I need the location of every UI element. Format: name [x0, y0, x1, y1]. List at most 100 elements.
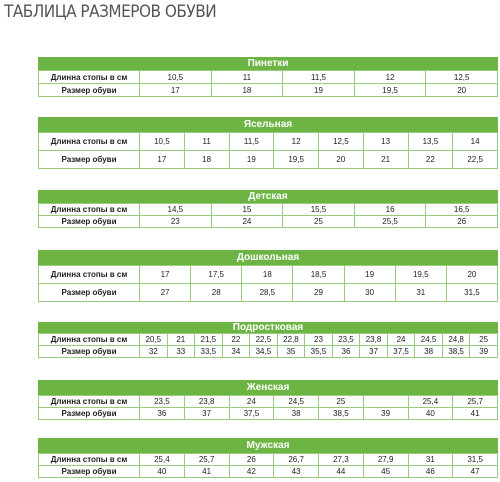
table-row: Длинна стопы в см 17 17,5 18 18,5 19 19,5 20 — [38, 265, 499, 284]
cell: 22 — [221, 333, 251, 346]
page-title: ТАБЛИЦА РАЗМЕРОВ ОБУВИ — [4, 2, 217, 22]
table-row: Размер обуви 27 28 28,5 29 30 31 31,5 — [38, 283, 499, 302]
cell: 36 — [139, 407, 185, 420]
cell: 19,5 — [394, 265, 447, 284]
cell: 17 — [139, 150, 185, 169]
cell: 24 — [210, 215, 284, 228]
cell: 18,5 — [292, 265, 345, 284]
table-header: Дошкольная — [38, 250, 498, 265]
cell: 12,5 — [318, 132, 364, 151]
cell: 22,5 — [452, 150, 498, 169]
table-row: Размер обуви 17 18 19 19,5 20 21 22 22,5 — [38, 150, 498, 169]
cell: 21 — [362, 150, 409, 169]
table-row: Размер обуви 32 33 33,5 34 34,5 35 35,5 36 37 37,5… — [38, 345, 498, 358]
cell: 38 — [414, 345, 443, 358]
cell: 28 — [190, 283, 243, 302]
cell: 46 — [407, 465, 454, 478]
table: Длинна стопы в см 23,5 23,8 24 24,5 25 25,4 25,… — [38, 395, 498, 420]
cell: 24,5 — [273, 395, 319, 408]
table-row: Размер обуви 23 24 25 25,5 26 — [38, 215, 498, 228]
table: Длинна стопы в см 10,5 11 11,5 12 12,5 Размер … — [38, 70, 498, 97]
cell: 24,8 — [441, 333, 471, 346]
cell: 43 — [273, 465, 319, 478]
cell: 36 — [331, 345, 361, 358]
cell: 14,5 — [139, 203, 212, 216]
size-table: Женская Длинна стопы в см 23,5 23,8 24 24,5 25… — [38, 380, 498, 420]
cell: 33,5 — [194, 345, 223, 358]
cell: 22 — [407, 150, 454, 169]
table-header: Подростковая — [38, 322, 498, 333]
cell: 23 — [304, 333, 333, 346]
table-row: Длинна стопы в см 20,5 21 21,5 22 22,5 22,8 23 2… — [38, 333, 498, 346]
cell: 24 — [386, 333, 416, 346]
cell: 11,5 — [228, 132, 275, 151]
cell: 29 — [292, 283, 345, 302]
cell: 19,5 — [273, 150, 319, 169]
table-header: Детская — [38, 190, 498, 203]
table: Длинна стопы в см 20,5 21 21,5 22 22,5 22,8 23 2… — [38, 333, 498, 358]
cell: 22,8 — [276, 333, 306, 346]
cell: 38,5 — [318, 407, 364, 420]
table-header: Мужская — [38, 438, 498, 453]
cell: 26,7 — [273, 453, 319, 466]
row-label: Длинна стопы в см — [38, 132, 140, 151]
table-header: Ясельная — [38, 117, 498, 132]
cell: 11 — [210, 70, 284, 84]
size-table: Дошкольная Длинна стопы в см 17 17,5 18 18,5 1… — [38, 250, 499, 302]
cell: 17 — [138, 265, 192, 284]
cell: 41 — [452, 407, 498, 420]
cell: 25,7 — [183, 453, 230, 466]
cell: 10,5 — [139, 70, 212, 84]
cell: 25 — [282, 215, 355, 228]
table-row: Длинна стопы в см 25,4 25,7 26 26,7 27,3 27,9 3… — [38, 453, 498, 466]
cell: 45 — [362, 465, 409, 478]
table-row: Размер обуви 17 18 19 19,5 20 — [38, 83, 498, 97]
cell: 15 — [210, 203, 284, 216]
cell: 12,5 — [425, 70, 498, 84]
row-label: Размер обуви — [38, 150, 140, 169]
row-label: Размер обуви — [38, 83, 140, 97]
table-row: Длинна стопы в см 10,5 11 11,5 12 12,5 13 13,5 1… — [38, 132, 498, 151]
cell: 42 — [228, 465, 275, 478]
cell: 38,5 — [441, 345, 471, 358]
row-label: Размер обуви — [38, 215, 140, 228]
cell: 19 — [282, 83, 355, 97]
cell: 10,5 — [139, 132, 185, 151]
cell: 21 — [166, 333, 196, 346]
table: Длинна стопы в см 14,5 15 15,5 16 16,5 Размер … — [38, 203, 498, 228]
cell: 12 — [273, 132, 319, 151]
cell: 27 — [138, 283, 192, 302]
cell: 37,5 — [228, 407, 275, 420]
table: Длинна стопы в см 17 17,5 18 18,5 19 19,5 20 Раз… — [38, 265, 499, 302]
cell: 25 — [469, 333, 498, 346]
cell: 23 — [139, 215, 212, 228]
cell: 19 — [228, 150, 275, 169]
cell: 20 — [425, 83, 498, 97]
cell: 15,5 — [282, 203, 355, 216]
cell: 35,5 — [304, 345, 333, 358]
table-row: Длинна стопы в см 10,5 11 11,5 12 12,5 — [38, 70, 498, 84]
row-label: Длинна стопы в см — [38, 453, 140, 466]
cell: 25,7 — [452, 395, 498, 408]
table-row: Длинна стопы в см 14,5 15 15,5 16 16,5 — [38, 203, 498, 216]
size-table: Ясельная Длинна стопы в см 10,5 11 11,5 12 12,… — [38, 117, 498, 169]
table-header: Пинетки — [38, 57, 498, 70]
cell: 11,5 — [282, 70, 355, 84]
cell: 37 — [183, 407, 230, 420]
cell: 23,5 — [331, 333, 361, 346]
cell: 18 — [183, 150, 230, 169]
size-table: Мужская Длинна стопы в см 25,4 25,7 26 26,7 27… — [38, 438, 498, 478]
cell: 23,8 — [183, 395, 230, 408]
cell: 35 — [276, 345, 306, 358]
table: Длинна стопы в см 25,4 25,7 26 26,7 27,3 27,9 3… — [38, 453, 498, 478]
cell: 14 — [452, 132, 498, 151]
cell: 25,5 — [353, 215, 427, 228]
cell: 16,5 — [425, 203, 498, 216]
table-row: Размер обуви 40 41 42 43 44 45 46 47 — [38, 465, 498, 478]
cell: 47 — [452, 465, 498, 478]
cell: 27,9 — [362, 453, 409, 466]
cell: 19,5 — [353, 83, 427, 97]
cell: 41 — [183, 465, 230, 478]
cell: 33 — [166, 345, 196, 358]
